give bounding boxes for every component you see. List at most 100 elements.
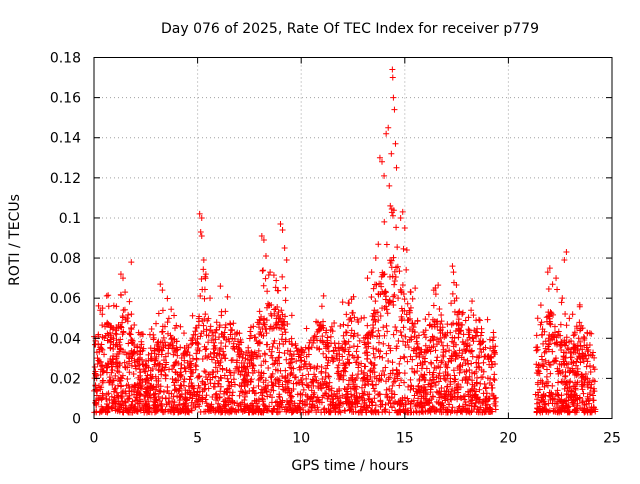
data-point — [142, 379, 149, 386]
data-point — [533, 332, 540, 339]
y-tick-label: 0.16 — [50, 91, 81, 107]
data-point — [165, 315, 172, 322]
data-point — [177, 382, 184, 389]
data-point — [439, 342, 446, 349]
data-point — [563, 334, 570, 341]
data-point — [549, 281, 556, 288]
data-point — [255, 377, 262, 384]
data-point — [543, 366, 550, 373]
data-point — [434, 354, 441, 361]
data-point — [269, 361, 276, 368]
data-point — [105, 403, 112, 410]
data-point — [386, 374, 393, 381]
data-point — [223, 389, 230, 396]
data-point — [170, 362, 177, 369]
data-point — [256, 316, 263, 323]
data-point — [563, 249, 570, 256]
data-point — [354, 398, 361, 405]
data-point — [307, 337, 314, 344]
data-point — [259, 396, 266, 403]
data-point — [156, 361, 163, 368]
data-point — [197, 293, 204, 300]
data-point — [479, 339, 486, 346]
data-point — [591, 354, 598, 361]
data-point — [104, 408, 111, 415]
data-point — [199, 356, 206, 363]
data-point — [302, 391, 309, 398]
data-point — [103, 292, 110, 299]
data-point — [112, 372, 119, 379]
data-point — [250, 404, 257, 411]
data-point — [401, 379, 408, 386]
data-point — [371, 395, 378, 402]
data-point — [383, 241, 390, 248]
data-point — [591, 366, 598, 373]
data-point — [177, 323, 184, 330]
data-point — [142, 403, 149, 410]
data-point — [202, 311, 209, 318]
data-point — [422, 342, 429, 349]
data-point — [438, 357, 445, 364]
data-point — [261, 321, 268, 328]
data-point — [584, 395, 591, 402]
data-point — [238, 339, 245, 346]
data-point — [306, 401, 313, 408]
data-point — [421, 371, 428, 378]
data-point — [237, 371, 244, 378]
data-point — [443, 363, 450, 370]
data-point — [444, 383, 451, 390]
data-point — [137, 348, 144, 355]
data-point — [427, 321, 434, 328]
data-point — [450, 343, 457, 350]
data-point — [448, 321, 455, 328]
data-point — [545, 335, 552, 342]
data-point — [213, 319, 220, 326]
data-point — [490, 376, 497, 383]
data-point — [278, 404, 285, 411]
data-point — [350, 409, 357, 416]
data-point — [449, 338, 456, 345]
data-point — [454, 311, 461, 318]
data-point — [539, 393, 546, 400]
data-point — [93, 388, 100, 395]
data-point — [576, 301, 583, 308]
data-point — [251, 390, 258, 397]
data-point — [135, 329, 142, 336]
data-point — [549, 348, 556, 355]
data-point — [368, 360, 375, 367]
data-point — [200, 257, 207, 264]
data-point — [259, 267, 266, 274]
data-point — [566, 315, 573, 322]
data-point — [129, 340, 136, 347]
data-point — [286, 351, 293, 358]
data-point — [438, 359, 445, 366]
data-point — [170, 351, 177, 358]
data-point — [329, 328, 336, 335]
data-point — [388, 150, 395, 157]
data-point — [449, 394, 456, 401]
data-point — [242, 366, 249, 373]
data-point — [383, 322, 390, 329]
data-point — [198, 214, 205, 221]
data-point — [189, 335, 196, 342]
data-point — [145, 351, 152, 358]
data-point — [568, 354, 575, 361]
y-tick-label: 0.08 — [50, 251, 81, 267]
data-point — [407, 353, 414, 360]
data-point — [328, 387, 335, 394]
data-point — [466, 342, 473, 349]
data-point — [396, 408, 403, 415]
data-point — [566, 408, 573, 415]
data-point — [403, 266, 410, 273]
data-point — [110, 346, 117, 353]
data-point — [377, 348, 384, 355]
data-point — [554, 404, 561, 411]
data-point — [400, 353, 407, 360]
data-point — [109, 405, 116, 412]
data-point — [553, 275, 560, 282]
data-point — [262, 253, 269, 260]
data-point — [338, 371, 345, 378]
data-point — [461, 368, 468, 375]
data-point — [297, 357, 304, 364]
data-point — [222, 324, 229, 331]
